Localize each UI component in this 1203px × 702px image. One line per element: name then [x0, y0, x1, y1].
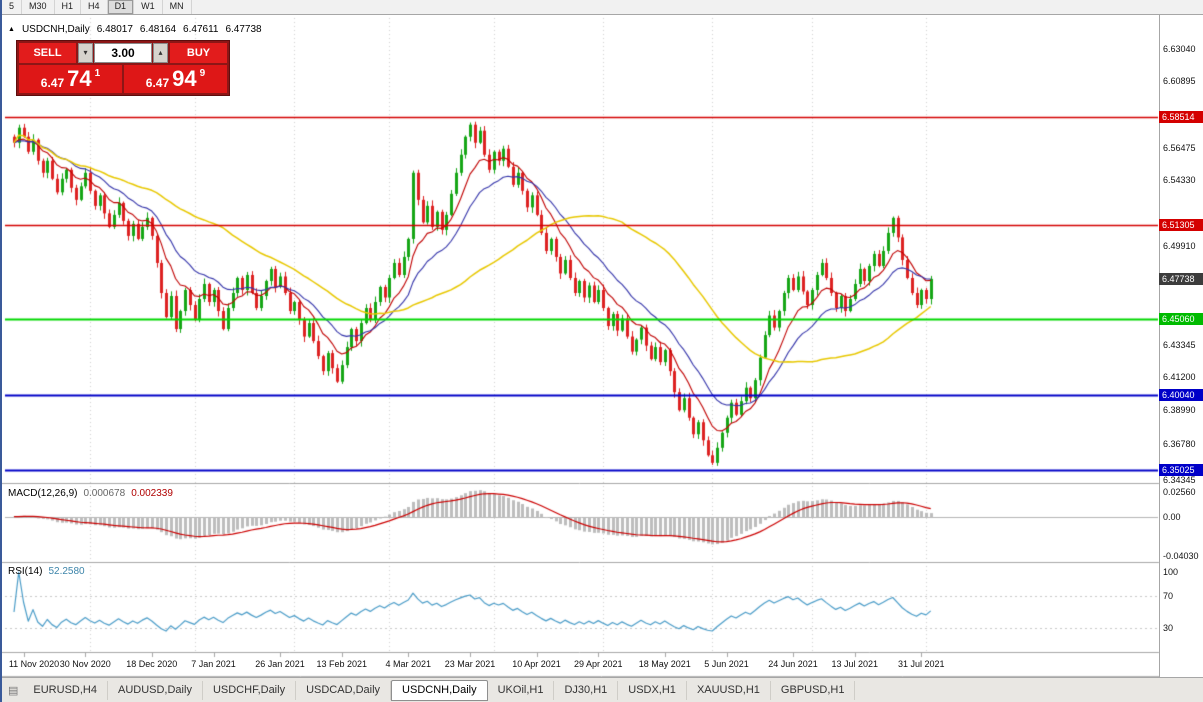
high-value: 6.48164 [139, 24, 177, 35]
chart-tab-dj30-h1[interactable]: DJ30,H1 [554, 680, 619, 700]
close-value: 6.47738 [225, 24, 262, 35]
chart-tab-usdx-h1[interactable]: USDX,H1 [618, 680, 687, 700]
buy-price-sup: 9 [199, 68, 206, 79]
volume-input[interactable]: 3.00 [94, 43, 152, 63]
timeframe-toolbar: 5 M30 H1 H4 D1 W1 MN [0, 0, 1203, 15]
macd-indicator-label: MACD(12,26,9) 0.000678 0.002339 [8, 488, 173, 499]
chart-tab-ukoil-h1[interactable]: UKOil,H1 [488, 680, 555, 700]
timeframe-button-h1[interactable]: H1 [55, 0, 82, 14]
chart-tab-usdcnh-daily[interactable]: USDCNH,Daily [391, 679, 488, 701]
chart-tab-audusd-daily[interactable]: AUDUSD,Daily [108, 680, 203, 700]
sell-button[interactable]: SELL [19, 43, 76, 63]
buy-price-big: 94 [172, 66, 197, 91]
timeframe-button-h4[interactable]: H4 [81, 0, 108, 14]
volume-decrease-button[interactable]: ▾ [78, 43, 93, 63]
chart-tab-xauusd-h1[interactable]: XAUUSD,H1 [687, 680, 771, 700]
window-icon: ▤ [8, 684, 19, 697]
macd-value-signal: 0.002339 [131, 488, 173, 499]
caret-up-icon: ▴ [158, 48, 163, 57]
chart-tab-list: EURUSD,H4 AUDUSD,Daily USDCHF,Daily USDCAD,… [23, 679, 856, 701]
one-click-trading-panel: SELL ▾ 3.00 ▴ BUY 6.47 74 1 6.47 94 9 [16, 40, 230, 96]
rsi-indicator-label: RSI(14) 52.2580 [8, 566, 85, 577]
buy-price-display[interactable]: 6.47 94 9 [124, 65, 227, 93]
buy-button[interactable]: BUY [170, 43, 227, 63]
rsi-name: RSI(14) [8, 566, 43, 577]
rsi-value: 52.2580 [48, 566, 85, 577]
open-value: 6.48017 [96, 24, 133, 35]
chart-tab-usdcad-daily[interactable]: USDCAD,Daily [296, 680, 392, 700]
buy-price-prefix: 6.47 [145, 75, 170, 90]
caret-down-icon: ▾ [83, 48, 88, 57]
timeframe-button-d1[interactable]: D1 [107, 0, 135, 14]
sell-price-big: 74 [67, 66, 92, 91]
volume-increase-button[interactable]: ▴ [153, 43, 168, 63]
chart-tab-gbpusd-h1[interactable]: GBPUSD,H1 [771, 680, 856, 700]
chart-tab-eurusd-h4[interactable]: EURUSD,H4 [23, 680, 108, 700]
sell-price-display[interactable]: 6.47 74 1 [19, 65, 122, 93]
low-value: 6.47611 [183, 24, 219, 35]
timeframe-button-m30[interactable]: M30 [22, 0, 55, 14]
chart-tab-usdchf-daily[interactable]: USDCHF,Daily [203, 680, 297, 700]
price-axis [1159, 15, 1203, 677]
macd-value-main: 0.000678 [83, 488, 126, 499]
macd-name: MACD(12,26,9) [8, 488, 78, 499]
chart-tab-bar: ▤ EURUSD,H4 AUDUSD,Daily USDCHF,Daily USDCA… [0, 677, 1203, 702]
one-click-toggle-icon[interactable]: ▲ [8, 25, 15, 33]
window-left-edge [0, 0, 2, 702]
symbol-period-label: USDCNH,Daily [21, 24, 90, 35]
sell-price-sup: 1 [94, 68, 101, 79]
timeframe-button-mn[interactable]: MN [163, 0, 192, 14]
timeframe-button-5[interactable]: 5 [2, 0, 23, 14]
sell-price-prefix: 6.47 [40, 75, 65, 90]
chart-ohlc-header: ▲ USDCNH,Daily 6.48017 6.48164 6.47611 6… [8, 24, 262, 35]
timeframe-button-w1[interactable]: W1 [134, 0, 163, 14]
